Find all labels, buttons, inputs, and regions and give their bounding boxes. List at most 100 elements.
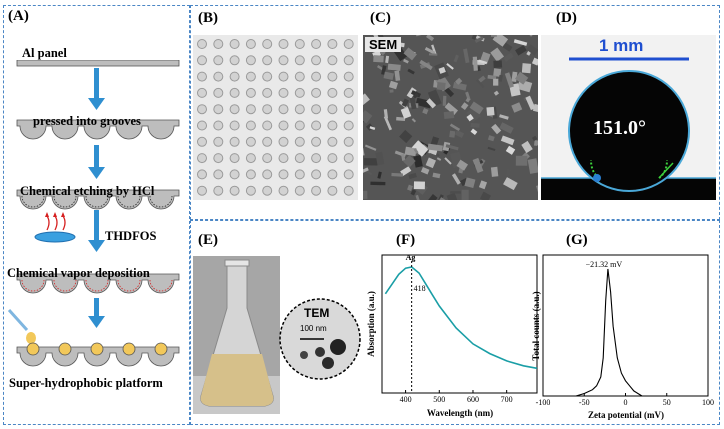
microwell-dot <box>197 120 207 131</box>
sem-flake <box>471 35 479 40</box>
sem-flake <box>394 70 401 81</box>
sem-flake <box>470 122 480 128</box>
x-tick-label: -100 <box>536 398 551 407</box>
sem-flake <box>426 35 435 42</box>
sem-flake <box>391 172 403 177</box>
microwell-dot <box>278 39 289 49</box>
sem-flake <box>531 57 538 66</box>
microwell-dot <box>278 104 289 115</box>
microwell-dot <box>343 136 354 147</box>
sem-flake <box>511 71 518 82</box>
sem-flake <box>490 35 497 37</box>
microwell-dot <box>262 55 273 66</box>
microwell-dot <box>278 169 289 180</box>
sem-flake <box>505 145 516 155</box>
sem-flake <box>413 148 419 154</box>
step-pressed: pressed into grooves <box>33 114 141 128</box>
tem-scale: 100 nm <box>300 324 327 333</box>
microwell-dot <box>294 120 305 131</box>
microwell-dot <box>311 87 322 98</box>
sem-flake <box>383 71 394 81</box>
x-ticks: 400 500 600 700 <box>400 390 513 404</box>
microwell-dot <box>343 185 354 196</box>
microwell-dot <box>245 71 256 82</box>
microwell-dot <box>229 153 240 164</box>
microwell-dot <box>197 185 207 196</box>
sem-flake <box>427 143 443 152</box>
microwell-dot <box>278 87 289 98</box>
sem-flake <box>414 35 422 37</box>
microwell-dot <box>311 136 322 147</box>
sem-flake <box>469 101 484 115</box>
microwell-dot <box>278 55 289 66</box>
sem-flake <box>413 181 425 190</box>
sem-flake <box>442 95 447 106</box>
sem-flake <box>503 177 518 191</box>
sem-flake <box>403 58 409 64</box>
sem-flake <box>419 59 433 71</box>
microwell-dot <box>294 185 305 196</box>
microwell-dot <box>262 120 273 131</box>
sem-flake <box>452 82 467 91</box>
grooved-panel-4 <box>16 342 180 367</box>
sem-flake <box>455 77 463 85</box>
y-axis-label: Total counts (a.u.) <box>531 291 541 360</box>
sem-flake <box>479 191 491 200</box>
step-cvd: Chemical vapor deposition <box>7 266 150 280</box>
y-axis-label: Absorption (a.u.) <box>366 291 376 357</box>
sem-flake <box>401 153 406 161</box>
nanoparticle-solution <box>200 354 274 406</box>
microwell-dot <box>294 39 305 49</box>
sem-flake <box>407 184 413 192</box>
sem-flake <box>499 122 514 134</box>
sem-flake <box>408 172 417 180</box>
sem-flake <box>443 86 455 98</box>
peak-label: −21.32 mV <box>586 260 623 269</box>
microwell-dot <box>278 153 289 164</box>
x-tick-label: -50 <box>579 398 590 407</box>
panel-f-label: (F) <box>396 232 416 248</box>
microwell-dot <box>197 136 207 147</box>
sem-flake <box>461 189 469 200</box>
panel-a-label: (A) <box>8 8 29 24</box>
microwell-dot <box>213 120 224 131</box>
microwell-dot <box>213 185 224 196</box>
microwell-dot <box>327 39 338 49</box>
microwell-dot <box>262 71 273 82</box>
sem-flake <box>410 189 417 196</box>
sem-flake <box>383 109 389 119</box>
sem-flake <box>438 66 446 74</box>
sem-flake <box>472 56 478 71</box>
sem-flake <box>521 35 537 37</box>
microwell-dot <box>311 185 322 196</box>
sem-flake <box>411 118 417 123</box>
microwell-dot <box>197 169 207 180</box>
grooved-panel-1 <box>16 119 180 140</box>
microwell-dot <box>311 169 322 180</box>
microwell-dot <box>229 120 240 131</box>
zeta-series <box>575 268 643 397</box>
sem-image: SEM <box>363 35 538 200</box>
sem-flake <box>432 172 441 179</box>
x-axis-label: Zeta potential (mV) <box>588 410 664 420</box>
microwell-dot <box>262 169 273 180</box>
microwell-dot <box>229 136 240 147</box>
microwell-dot <box>213 153 224 164</box>
zeta-chart: −21.32 mV -100 -50 0 50 100 Zeta potential (… <box>531 254 714 420</box>
x-tick-label: 500 <box>433 395 445 404</box>
sem-flake <box>490 47 505 62</box>
sem-flake <box>364 158 378 166</box>
microwell-dot <box>327 185 338 196</box>
microwell-dot <box>311 39 322 49</box>
sem-flake <box>465 91 471 101</box>
sem-flake <box>403 47 417 61</box>
sem-flake <box>486 106 495 116</box>
droplet-diagram <box>541 57 716 200</box>
sem-flake <box>521 140 533 154</box>
microwell-dot <box>245 136 256 147</box>
microwell-dot <box>343 169 354 180</box>
sem-texture <box>363 35 538 200</box>
microwell-dot <box>245 55 256 66</box>
sem-flake <box>535 55 538 64</box>
droplet-shape <box>568 70 690 192</box>
